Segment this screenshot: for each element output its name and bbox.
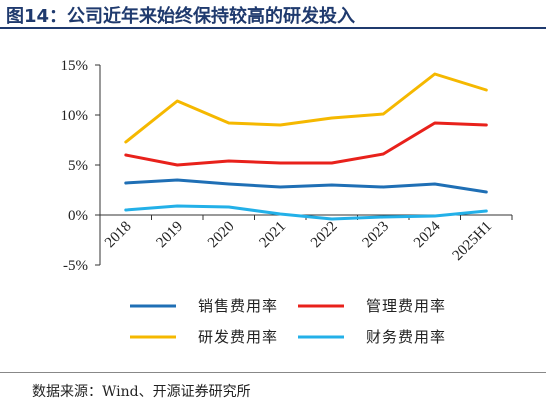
x-tick-label: 2021 — [257, 219, 290, 252]
x-tick-label: 2024 — [411, 218, 444, 251]
line-chart: 15% 10% 5% 0% -5% 2018 2019 2020 2021 2022 2023 202… — [61, 58, 513, 346]
series-line-1 — [124, 121, 488, 167]
legend-label: 财务费用率 — [366, 328, 446, 346]
source-note: 数据来源：Wind、开源证券研究所 — [32, 384, 251, 400]
x-tick-label: 2025H1 — [450, 219, 495, 264]
x-tick-label: 2022 — [308, 219, 341, 252]
x-tick-label: 2023 — [360, 219, 393, 252]
legend-label: 研发费用率 — [198, 328, 278, 346]
legend-label: 管理费用率 — [366, 297, 446, 315]
y-tick-label: -5% — [63, 258, 88, 274]
series-line-0 — [124, 178, 488, 194]
series-line-3 — [124, 204, 488, 221]
y-tick-label: 0% — [68, 208, 88, 224]
figure-title: 图14：公司近年来始终保持较高的研发投入 — [6, 6, 356, 27]
chart-series — [124, 72, 488, 221]
y-tick-label: 15% — [61, 58, 89, 74]
footer-divider — [0, 372, 546, 373]
x-tick-label: 2018 — [102, 219, 135, 252]
y-tick-label: 10% — [61, 108, 89, 124]
title-underline — [0, 27, 546, 29]
series-line-2 — [124, 72, 488, 144]
y-tick-label: 5% — [68, 158, 88, 174]
x-tick-label: 2020 — [205, 219, 238, 252]
legend-label: 销售费用率 — [198, 297, 278, 315]
chart-axes: 15% 10% 5% 0% -5% 2018 2019 2020 2021 2022 2023 202… — [61, 58, 513, 274]
x-tick-label: 2019 — [154, 219, 187, 252]
